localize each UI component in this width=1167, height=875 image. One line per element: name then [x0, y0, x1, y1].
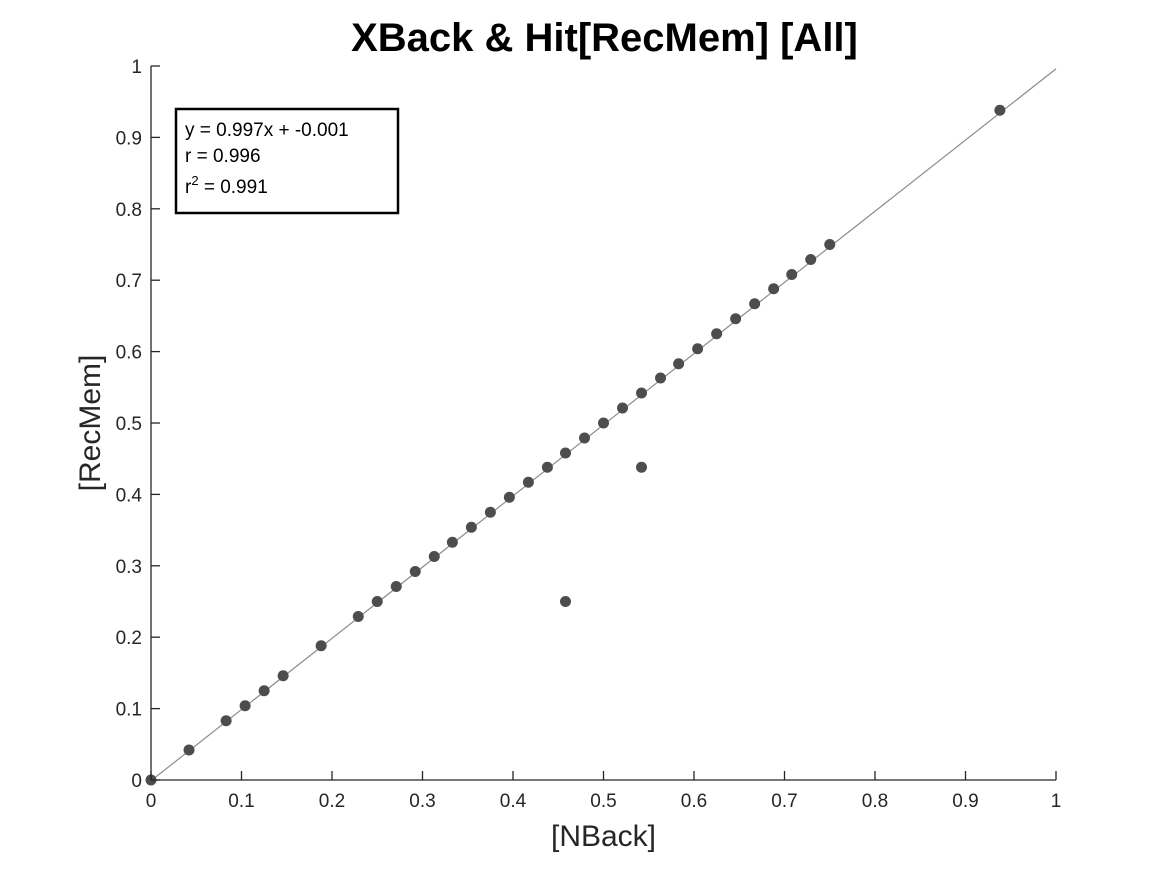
- data-point: [315, 640, 327, 652]
- data-point: [994, 104, 1006, 116]
- y-tick-label: 0.2: [116, 628, 142, 649]
- data-point: [655, 372, 667, 384]
- y-tick-label: 0.6: [116, 343, 142, 364]
- y-axis-label: [RecMem]: [74, 355, 107, 492]
- data-point: [749, 298, 761, 310]
- y-tick-labels: 0 0.1 0.2 0.3 0.4 0.5 0.6 0.7 0.8 0.9 1: [116, 57, 143, 792]
- data-point: [390, 581, 402, 593]
- data-point: [428, 551, 440, 563]
- data-point: [636, 461, 648, 473]
- y-tick-label: 0.3: [116, 557, 142, 578]
- data-point: [371, 596, 383, 607]
- data-point: [277, 670, 289, 682]
- data-point: [617, 402, 629, 414]
- data-point: [768, 283, 780, 295]
- x-tick-label: 0.6: [681, 791, 707, 812]
- data-point: [730, 313, 742, 325]
- data-point: [522, 476, 534, 488]
- chart-title: XBack & Hit[RecMem] [All]: [351, 16, 858, 60]
- annotation-r-squared-value: = 0.991: [199, 177, 268, 198]
- data-point: [183, 744, 195, 756]
- x-tick-label: 0.1: [228, 791, 254, 812]
- x-tick-label: 0.9: [952, 791, 978, 812]
- points-layer: [145, 104, 1006, 786]
- fit-annotation-box: y = 0.997x + -0.001 r = 0.996 r2 = 0.991: [174, 107, 400, 215]
- x-tick-label: 0.7: [771, 791, 797, 812]
- y-tick-label: 0.7: [116, 271, 142, 292]
- annotation-r-squared: r2 = 0.991: [185, 173, 268, 198]
- data-point: [239, 700, 251, 712]
- data-point: [598, 417, 609, 429]
- data-point: [446, 536, 458, 548]
- data-point: [636, 387, 648, 399]
- data-point: [409, 566, 421, 578]
- data-point: [258, 685, 270, 697]
- data-point: [541, 461, 553, 473]
- y-tick-label: 0.9: [116, 128, 142, 149]
- x-tick-labels: 0 0.1 0.2 0.3 0.4 0.5 0.6 0.7 0.8 0.9 1: [146, 791, 1062, 812]
- annotation-border: [174, 107, 400, 215]
- data-point: [578, 432, 590, 444]
- annotation-r: r = 0.996: [185, 146, 261, 167]
- data-point: [824, 239, 836, 250]
- data-point: [503, 491, 515, 503]
- data-point: [805, 253, 817, 265]
- x-tick-label: 0.8: [862, 791, 888, 812]
- axes: [150, 65, 1057, 781]
- data-point: [711, 328, 723, 340]
- y-tick-label: 0.1: [116, 700, 142, 721]
- x-tick-label: 0.5: [590, 791, 616, 812]
- y-tick-label: 0: [131, 771, 142, 792]
- x-tick-label: 1: [1051, 791, 1062, 812]
- data-point: [484, 506, 496, 518]
- x-tick-label: 0.4: [500, 791, 527, 812]
- data-point: [786, 268, 798, 280]
- y-tick-label: 1: [131, 57, 142, 78]
- y-tick-label: 0.4: [116, 485, 143, 506]
- data-point: [692, 343, 704, 355]
- data-point: [673, 358, 685, 370]
- plot-area: [145, 68, 1057, 786]
- data-point: [559, 447, 571, 459]
- annotation-equation: y = 0.997x + -0.001: [185, 120, 349, 141]
- x-tick-label: 0.2: [319, 791, 345, 812]
- data-point: [465, 521, 477, 533]
- x-tick-label: 0.3: [409, 791, 435, 812]
- y-tick-label: 0.8: [116, 200, 142, 221]
- data-point: [352, 610, 364, 622]
- data-point: [220, 715, 232, 727]
- annotation-r-squared-base: r: [185, 177, 192, 198]
- annotation-r-squared-sup: 2: [191, 173, 198, 188]
- data-point: [559, 596, 571, 607]
- y-tick-label: 0.5: [116, 414, 142, 435]
- x-axis-label: [NBack]: [551, 820, 656, 853]
- x-tick-label: 0: [146, 791, 157, 812]
